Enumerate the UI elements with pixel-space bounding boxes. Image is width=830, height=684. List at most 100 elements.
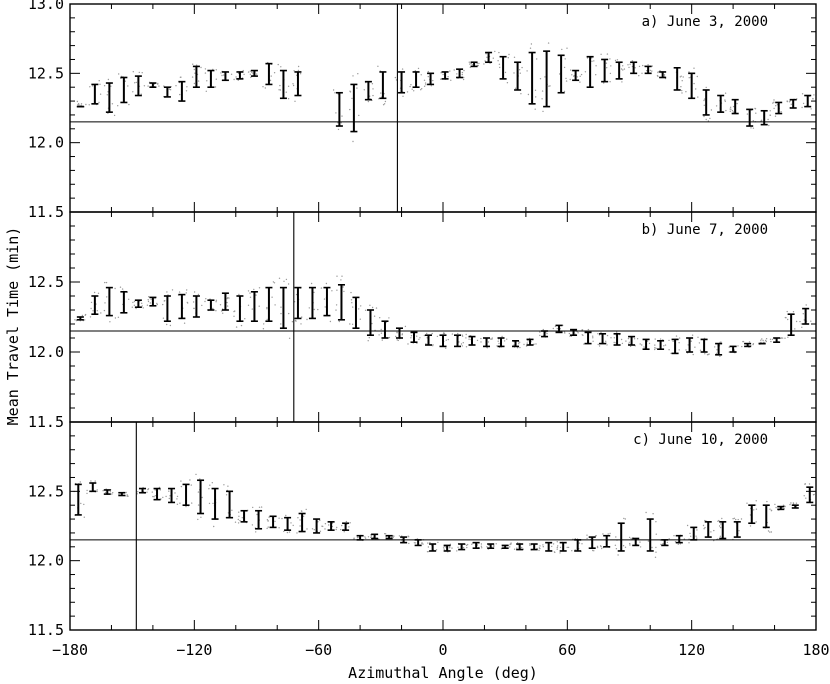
sample-dot xyxy=(534,108,536,110)
sample-dot xyxy=(707,120,710,122)
sample-dot xyxy=(576,76,578,78)
sample-dot xyxy=(539,334,541,337)
sample-dot xyxy=(678,337,681,339)
sample-dot xyxy=(142,307,144,309)
sample-dot xyxy=(301,510,303,512)
sample-dot xyxy=(542,328,544,331)
sample-dot xyxy=(180,480,182,482)
sample-dot xyxy=(109,491,112,493)
sample-dot xyxy=(337,122,339,124)
error-bar xyxy=(646,518,654,552)
sample-dot xyxy=(215,69,217,71)
sample-dot xyxy=(527,93,530,96)
sample-dot xyxy=(750,127,752,129)
sample-dot xyxy=(566,47,568,49)
error-bar xyxy=(485,51,493,64)
sample-dot xyxy=(451,333,454,335)
sample-dot xyxy=(373,315,376,317)
sample-dot xyxy=(487,341,490,343)
sample-dot xyxy=(542,110,544,113)
sample-dot xyxy=(294,100,296,103)
sample-dot xyxy=(380,92,382,94)
sample-dot xyxy=(414,542,417,544)
sample-dot xyxy=(79,481,82,483)
sample-dot xyxy=(351,323,354,325)
sample-dot xyxy=(350,291,352,294)
sample-dot xyxy=(291,321,294,323)
sample-dot xyxy=(233,78,235,81)
sample-dot xyxy=(755,508,758,510)
sample-dot xyxy=(186,289,188,291)
sample-dot xyxy=(419,337,421,339)
sample-dot xyxy=(681,80,683,82)
sample-dot xyxy=(497,340,499,342)
sample-dot xyxy=(692,353,694,356)
sample-dot xyxy=(733,517,736,519)
sample-dot xyxy=(724,100,726,103)
sample-dot xyxy=(461,335,464,337)
sample-dot xyxy=(616,59,619,61)
sample-dot xyxy=(99,93,102,95)
sample-dot xyxy=(279,84,281,87)
error-bar xyxy=(715,342,723,356)
y-tick-label: 13.0 xyxy=(28,0,64,13)
sample-dot xyxy=(258,287,261,289)
panel-title: c) June 10, 2000 xyxy=(633,432,768,448)
sample-dot xyxy=(383,103,386,105)
sample-dot xyxy=(239,519,241,522)
error-bar xyxy=(105,286,113,317)
sample-dot xyxy=(230,73,233,76)
sample-dot xyxy=(84,319,86,321)
sample-dot xyxy=(573,75,575,77)
sample-dot xyxy=(204,68,207,70)
x-axis-title: Azimuthal Angle (deg) xyxy=(348,664,538,682)
error-bar xyxy=(134,75,142,97)
sample-dot xyxy=(802,102,805,105)
sample-dot xyxy=(258,506,261,508)
sample-dot xyxy=(509,546,511,548)
sample-dot xyxy=(493,544,495,546)
sample-dot xyxy=(552,327,554,330)
sample-dot xyxy=(493,545,495,547)
sample-dot xyxy=(200,66,202,69)
sample-dot xyxy=(256,513,258,516)
sample-dot xyxy=(597,343,599,346)
sample-dot xyxy=(638,75,640,77)
sample-dot xyxy=(305,508,307,511)
sample-dot xyxy=(262,328,265,330)
sample-dot xyxy=(335,112,337,114)
sample-dot xyxy=(652,513,654,515)
sample-dot xyxy=(625,340,627,342)
sample-dot xyxy=(266,318,268,321)
error-bar xyxy=(586,55,594,88)
sample-dot xyxy=(450,79,452,82)
sample-dot xyxy=(169,324,172,327)
sample-dot xyxy=(752,120,754,122)
sample-dot xyxy=(456,550,458,552)
sample-dot xyxy=(498,51,500,54)
sample-dot xyxy=(609,72,612,75)
error-bar xyxy=(744,342,752,348)
error-bar xyxy=(149,296,157,307)
sample-dot xyxy=(484,60,486,62)
sample-dot xyxy=(91,85,94,87)
sample-dot xyxy=(581,543,583,545)
sample-dot xyxy=(301,316,303,318)
sample-dot xyxy=(352,75,354,77)
sample-dot xyxy=(616,331,618,333)
sample-dot xyxy=(266,308,268,310)
sample-dot xyxy=(338,320,340,323)
sample-dot xyxy=(597,333,599,335)
sample-dot xyxy=(226,297,228,300)
sample-dot xyxy=(84,314,86,316)
sample-dot xyxy=(606,344,608,346)
panels: 11.512.012.513.0a) June 3, 200011.512.01… xyxy=(28,0,830,659)
sample-dot xyxy=(814,493,816,496)
sample-dot xyxy=(539,547,541,550)
sample-dot xyxy=(468,61,470,63)
sample-dot xyxy=(371,83,374,85)
error-bar xyxy=(412,71,420,88)
sample-dot xyxy=(297,517,299,519)
sample-dot xyxy=(281,517,283,520)
sample-dot xyxy=(565,77,567,80)
